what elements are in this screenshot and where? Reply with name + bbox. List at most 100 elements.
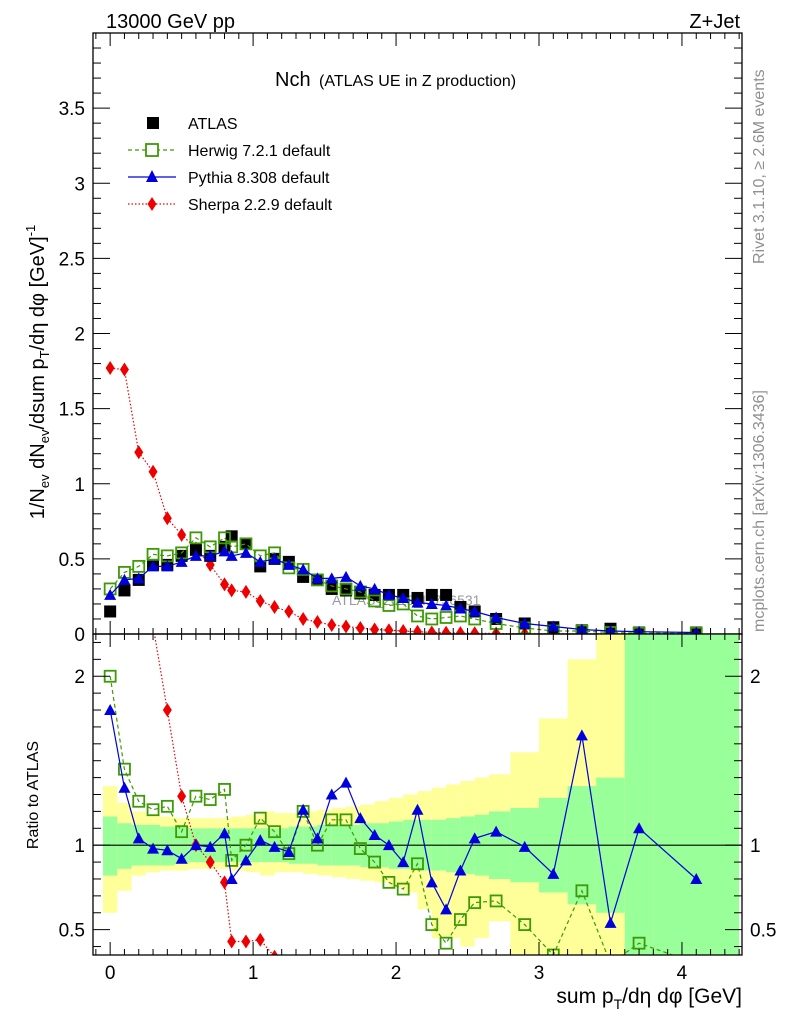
pythia-point	[547, 867, 560, 879]
x-tick-label: 2	[391, 963, 402, 984]
pythia-point	[397, 591, 410, 603]
herwig-point	[368, 594, 382, 608]
pythia-point	[118, 573, 131, 585]
x-tick-label: 4	[677, 963, 688, 984]
sherpa-point	[298, 611, 308, 626]
legend-label-atlas: ATLAS	[188, 116, 238, 133]
pythia-point	[468, 832, 481, 844]
herwig-point	[146, 803, 160, 817]
sherpa-point	[341, 619, 351, 634]
y-tick-label-right: 0.5	[750, 921, 776, 942]
pythia-point	[490, 825, 503, 837]
band-inner-segment	[624, 634, 654, 955]
pythia-point	[633, 822, 646, 834]
y-tick-label: 3	[74, 174, 85, 195]
y-tick-label-right: 2	[750, 667, 761, 688]
sherpa-point	[399, 994, 408, 1008]
sherpa-point	[413, 997, 422, 1011]
pythia-point	[268, 552, 281, 564]
side-label-mcplots: mcplots.cern.ch [arXiv:1306.3436]	[751, 390, 768, 632]
herwig-point	[203, 793, 217, 806]
herwig-point	[439, 611, 453, 624]
herwig-point	[489, 894, 503, 908]
pythia-point	[132, 832, 145, 844]
pythia-point	[204, 549, 217, 561]
pythia-point	[340, 570, 353, 582]
y-tick-label: 1	[74, 475, 85, 496]
sherpa-point	[162, 703, 172, 718]
herwig-point	[189, 789, 203, 803]
sherpa-point	[241, 584, 251, 599]
band-inner-segment	[653, 634, 740, 955]
sherpa-point	[162, 511, 172, 526]
sherpa-point	[492, 1002, 501, 1016]
herwig-point	[218, 783, 231, 796]
pythia-point	[239, 546, 252, 558]
pythia-point	[325, 788, 338, 800]
y-tick-label: 0.5	[59, 921, 85, 942]
herwig-point	[175, 825, 189, 839]
pythia-point	[297, 563, 310, 575]
atlas-point	[425, 588, 438, 601]
atlas-point	[225, 530, 238, 543]
ratio-ylabel: Ratio to ATLAS	[25, 741, 42, 849]
ratio-series	[93, 634, 742, 1016]
series-herwig	[103, 531, 703, 634]
pythia-point	[547, 620, 560, 632]
sherpa-point	[105, 361, 115, 376]
y-tick-label: 1	[74, 836, 85, 857]
series-line	[109, 550, 697, 634]
pythia-point	[147, 842, 160, 854]
y-tick-label-right: 1	[750, 836, 761, 857]
legend-label-sherpa: Sherpa 2.2.9 default	[188, 197, 333, 214]
pythia-point	[254, 555, 267, 567]
pythia-point	[161, 844, 174, 856]
x-tick-label: 1	[248, 963, 259, 984]
pythia-point	[425, 876, 438, 888]
herwig-point	[518, 918, 532, 931]
pythia-point	[440, 903, 453, 915]
herwig-point	[411, 609, 424, 623]
sherpa-point	[442, 1002, 451, 1016]
herwig-point	[468, 896, 482, 910]
sherpa-point	[520, 1002, 529, 1016]
sherpa-point	[220, 875, 230, 890]
atlas-point	[325, 582, 338, 595]
pythia-point	[254, 834, 267, 846]
herwig-point	[632, 936, 646, 950]
pythia-point	[175, 555, 188, 567]
herwig-point	[439, 936, 453, 950]
sherpa-point	[227, 934, 237, 949]
sherpa-point	[205, 855, 215, 870]
legend-marker-atlas	[147, 117, 159, 129]
sherpa-point	[356, 982, 365, 996]
pythia-point	[282, 558, 295, 570]
pythia-point	[218, 827, 231, 839]
pythia-point	[454, 864, 467, 876]
pythia-point	[368, 829, 381, 841]
herwig-point	[425, 612, 439, 626]
herwig-point	[382, 599, 396, 612]
pythia-point	[297, 803, 310, 815]
sherpa-point	[342, 978, 351, 992]
sherpa-point	[284, 956, 293, 970]
side-label-rivet: Rivet 3.1.10, ≥ 2.6M events	[751, 69, 768, 264]
sherpa-point	[327, 617, 337, 632]
atlas-point	[118, 584, 131, 597]
sherpa-point	[270, 599, 280, 614]
pythia-point	[411, 803, 424, 815]
y-tick-label: 2.5	[59, 249, 85, 270]
pythia-point	[425, 597, 438, 609]
y-tick-label: 0	[74, 625, 85, 646]
pythia-point	[239, 854, 252, 866]
sherpa-point	[327, 973, 336, 987]
main-series	[103, 361, 703, 634]
sherpa-point	[255, 932, 265, 947]
pythia-point	[490, 611, 503, 623]
pythia-point	[575, 729, 588, 741]
pythia-point	[161, 560, 174, 572]
sherpa-point	[255, 593, 265, 608]
sherpa-point	[370, 987, 379, 1001]
series-line	[109, 676, 675, 955]
